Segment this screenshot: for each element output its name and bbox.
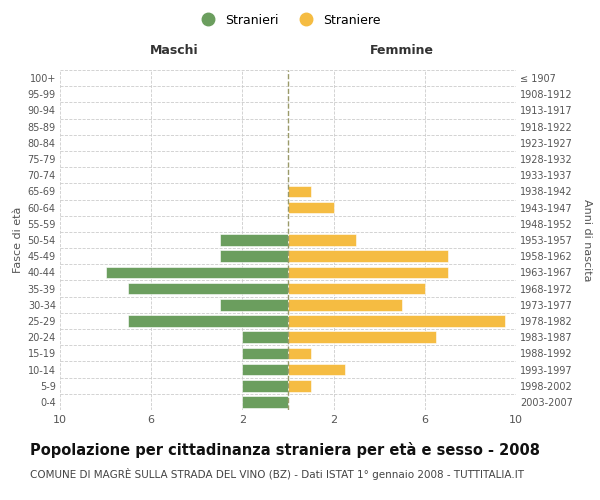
Bar <box>288 348 311 359</box>
Bar <box>220 234 288 246</box>
Bar <box>288 202 334 213</box>
Bar <box>242 380 288 392</box>
Legend: Stranieri, Straniere: Stranieri, Straniere <box>190 8 386 32</box>
Bar <box>242 332 288 343</box>
Bar <box>288 364 345 376</box>
Bar <box>288 234 356 246</box>
Bar <box>128 315 288 327</box>
Bar <box>106 266 288 278</box>
Bar <box>288 266 448 278</box>
Bar <box>128 282 288 294</box>
Bar <box>242 348 288 359</box>
Bar <box>288 282 425 294</box>
Bar <box>288 250 448 262</box>
Y-axis label: Anni di nascita: Anni di nascita <box>583 198 592 281</box>
Bar <box>288 299 402 310</box>
Text: Popolazione per cittadinanza straniera per età e sesso - 2008: Popolazione per cittadinanza straniera p… <box>30 442 540 458</box>
Bar <box>288 186 311 198</box>
Text: COMUNE DI MAGRÈ SULLA STRADA DEL VINO (BZ) - Dati ISTAT 1° gennaio 2008 - TUTTIT: COMUNE DI MAGRÈ SULLA STRADA DEL VINO (B… <box>30 468 524 479</box>
Y-axis label: Fasce di età: Fasce di età <box>13 207 23 273</box>
Bar <box>242 364 288 376</box>
Bar <box>242 396 288 407</box>
Bar <box>288 380 311 392</box>
Bar <box>288 332 436 343</box>
Bar <box>220 250 288 262</box>
Bar <box>220 299 288 310</box>
Bar <box>288 315 505 327</box>
Text: Femmine: Femmine <box>370 44 434 57</box>
Text: Maschi: Maschi <box>149 44 199 57</box>
